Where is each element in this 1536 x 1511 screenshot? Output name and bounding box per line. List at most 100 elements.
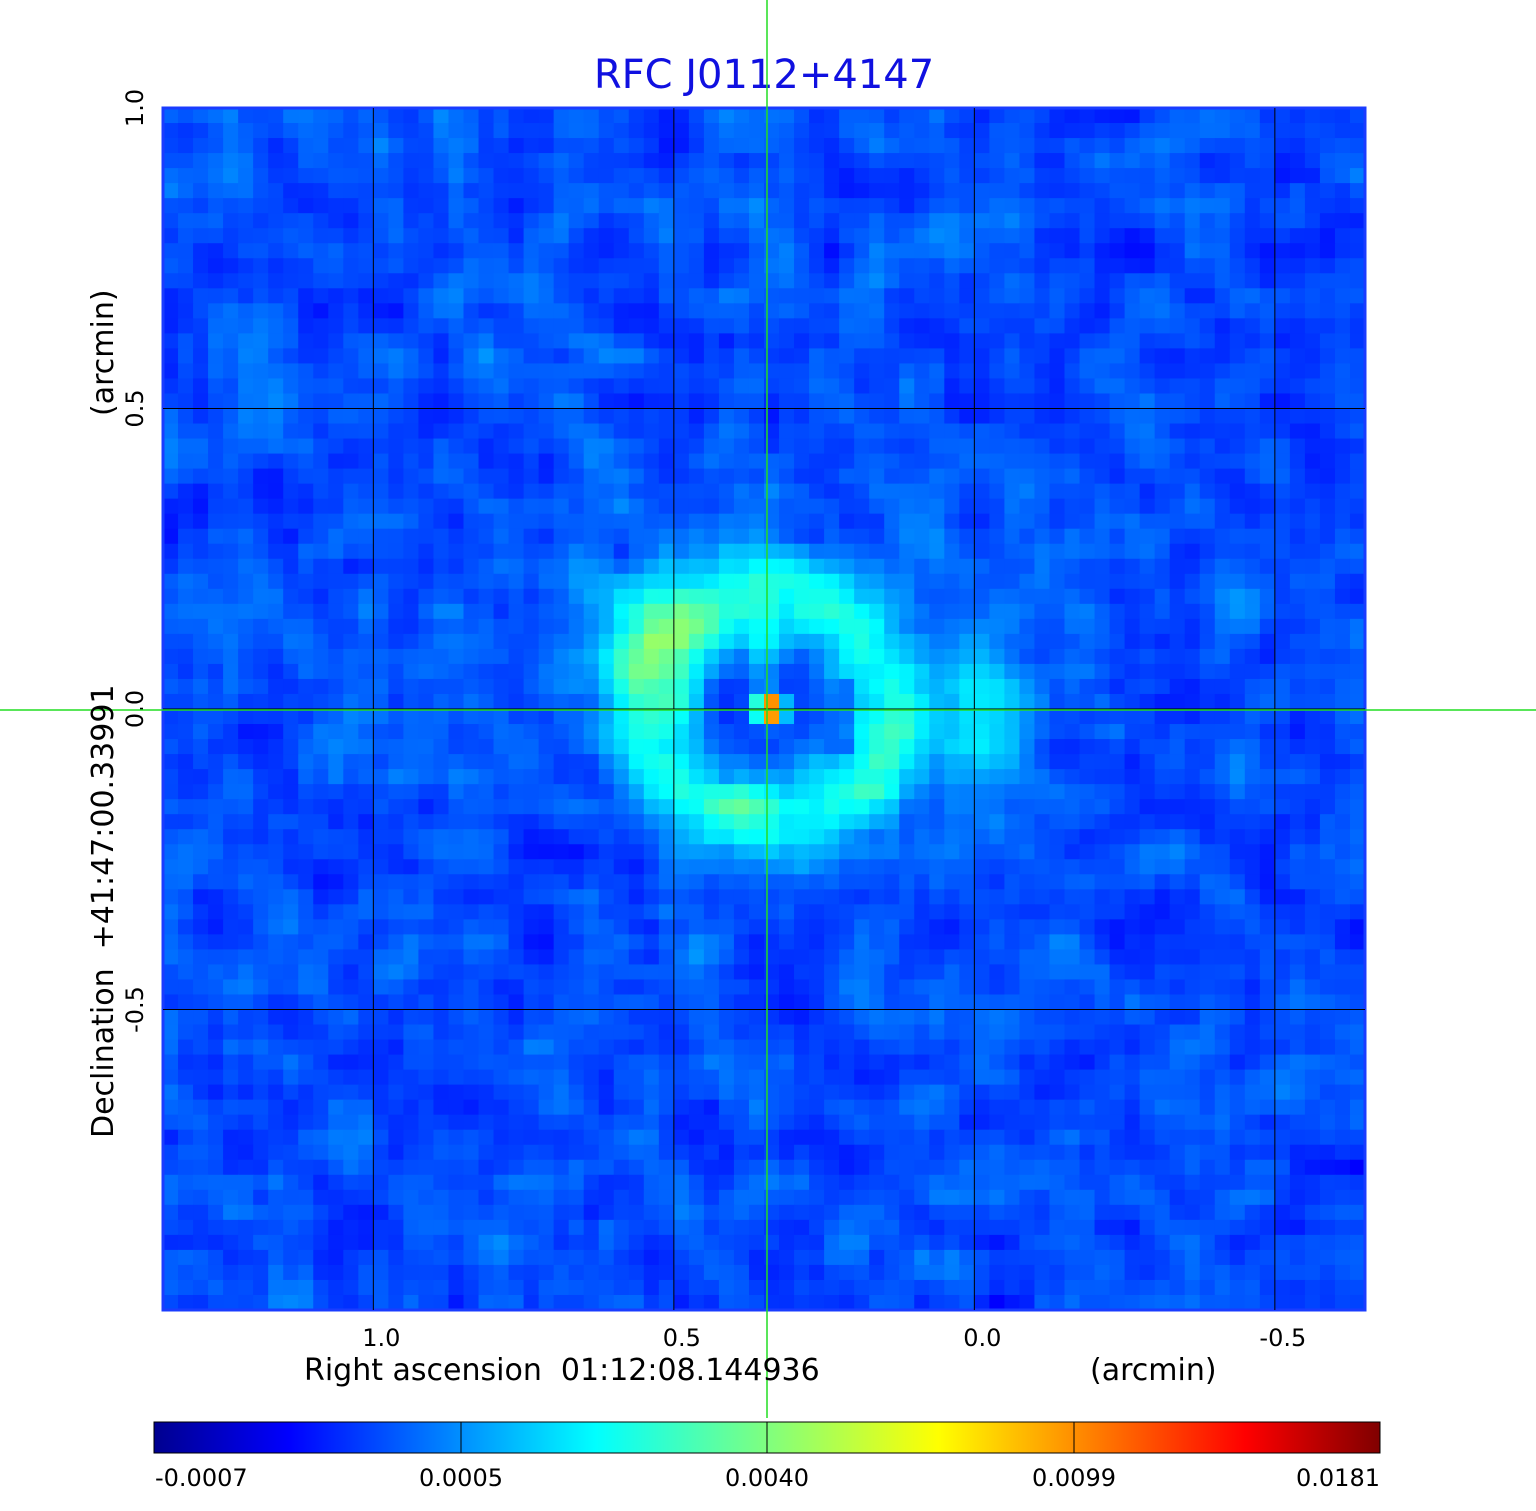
heatmap-pixel [298,198,314,214]
heatmap-pixel [1019,393,1036,410]
heatmap-pixel [388,483,405,500]
heatmap-pixel [1334,513,1351,530]
heatmap-pixel [914,303,930,319]
heatmap-pixel [1049,573,1066,590]
heatmap-pixel [223,889,239,905]
heatmap-pixel [643,859,660,875]
heatmap-pixel [1004,108,1021,124]
heatmap-pixel [163,123,179,139]
heatmap-pixel [223,904,239,920]
heatmap-pixel [493,438,510,455]
heatmap-pixel [463,543,480,560]
heatmap-pixel [1139,919,1156,935]
heatmap-pixel [583,784,600,800]
heatmap-pixel [1169,468,1186,485]
heatmap-pixel [1229,483,1246,500]
heatmap-pixel [238,528,254,545]
heatmap-pixel [809,198,825,214]
heatmap-pixel [929,378,945,395]
heatmap-pixel [388,648,405,665]
heatmap-pixel [718,618,735,635]
heatmap-pixel [448,378,465,395]
heatmap-pixel [1154,799,1171,815]
heatmap-pixel [899,739,915,755]
heatmap-pixel [283,724,299,740]
heatmap-pixel [1169,198,1186,214]
heatmap-pixel [1004,348,1021,365]
heatmap-pixel [1034,303,1051,319]
heatmap-pixel [869,123,885,139]
heatmap-pixel [193,378,209,395]
heatmap-pixel [1169,648,1186,665]
heatmap-pixel [658,198,675,214]
heatmap-pixel [388,934,405,951]
heatmap-pixel [1169,904,1186,920]
heatmap-pixel [869,543,885,560]
heatmap-pixel [508,258,525,274]
heatmap-pixel [1019,663,1036,680]
heatmap-pixel [283,844,299,860]
heatmap-pixel [268,348,284,365]
heatmap-pixel [658,678,675,695]
heatmap-pixel [1304,904,1321,920]
heatmap-pixel [673,453,690,470]
heatmap-pixel [568,423,585,440]
heatmap-pixel [643,333,660,350]
heatmap-pixel [764,724,780,740]
heatmap-pixel [1154,934,1171,951]
heatmap-pixel [613,168,630,184]
heatmap-pixel [1049,333,1066,350]
heatmap-pixel [944,964,960,981]
heatmap-pixel [163,889,179,905]
heatmap-pixel [1214,108,1231,124]
heatmap-pixel [764,558,780,575]
heatmap-pixel [253,633,269,650]
heatmap-pixel [463,769,480,785]
heatmap-pixel [1334,378,1351,395]
heatmap-pixel [568,513,585,530]
heatmap-pixel [538,168,555,184]
heatmap-pixel [1199,558,1216,575]
heatmap-pixel [1334,303,1351,319]
heatmap-pixel [899,138,915,154]
heatmap-pixel [914,543,930,560]
heatmap-pixel [944,558,960,575]
heatmap-pixel [208,498,224,515]
heatmap-pixel [358,678,374,695]
heatmap-pixel [343,709,359,725]
heatmap-pixel [884,844,900,860]
heatmap-pixel [373,153,389,169]
heatmap-pixel [1124,859,1141,875]
heatmap-pixel [1304,543,1321,560]
heatmap-pixel [1139,769,1156,785]
heatmap-pixel [1274,844,1291,860]
heatmap-pixel [1034,633,1051,650]
heatmap-pixel [163,198,179,214]
heatmap-pixel [688,844,705,860]
heatmap-pixel [944,663,960,680]
heatmap-pixel [839,528,855,545]
heatmap-pixel [1109,739,1126,755]
heatmap-pixel [448,213,465,229]
heatmap-pixel [1094,1024,1111,1041]
heatmap-pixel [1229,1024,1246,1041]
heatmap-pixel [809,994,825,1011]
heatmap-pixel [718,949,735,966]
heatmap-pixel [1349,994,1366,1011]
heatmap-pixel [478,693,495,710]
heatmap-pixel [643,1024,660,1041]
heatmap-pixel [493,423,510,440]
heatmap-pixel [794,784,810,800]
heatmap-pixel [718,889,735,905]
heatmap-pixel [568,303,585,319]
heatmap-pixel [268,183,284,199]
heatmap-pixel [628,483,645,500]
heatmap-pixel [283,633,299,650]
heatmap-pixel [718,123,735,139]
heatmap-pixel [508,453,525,470]
heatmap-pixel [884,603,900,620]
heatmap-pixel [208,799,224,815]
heatmap-pixel [1304,633,1321,650]
heatmap-pixel [598,288,615,304]
heatmap-pixel [809,498,825,515]
